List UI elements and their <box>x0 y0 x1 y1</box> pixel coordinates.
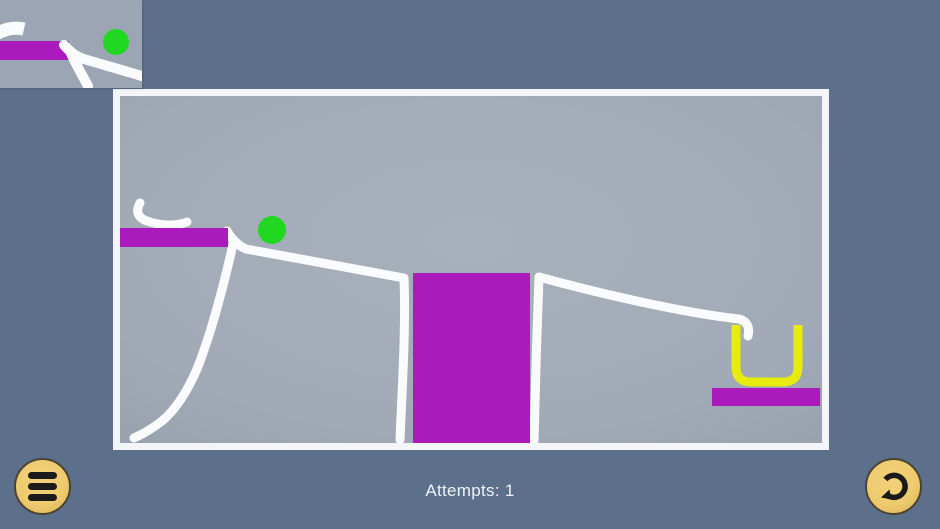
hamburger-menu-icon <box>28 472 57 501</box>
thumbnail-hook-line <box>0 21 26 40</box>
drawn-white-lines <box>129 198 754 446</box>
hook-line <box>133 198 192 230</box>
thumbnail-drop-line <box>65 46 93 88</box>
slope-line <box>222 226 410 445</box>
thumbnail-start-platform <box>0 41 69 60</box>
restart-button[interactable] <box>865 458 922 515</box>
menu-button[interactable] <box>14 458 71 515</box>
right-vertical-line <box>529 272 544 446</box>
curvy-drop-line <box>129 239 238 443</box>
goal-cup <box>731 325 803 387</box>
start-platform <box>120 228 228 247</box>
goal-platform <box>712 388 820 406</box>
restart-arrow-icon <box>880 472 908 500</box>
center-obstacle-block <box>413 273 530 443</box>
thumbnail-ball <box>103 29 129 55</box>
cup-approach-line <box>534 272 754 341</box>
level-thumbnail <box>0 0 142 88</box>
attempts-label: Attempts: 1 <box>425 481 515 500</box>
ball <box>258 216 286 244</box>
